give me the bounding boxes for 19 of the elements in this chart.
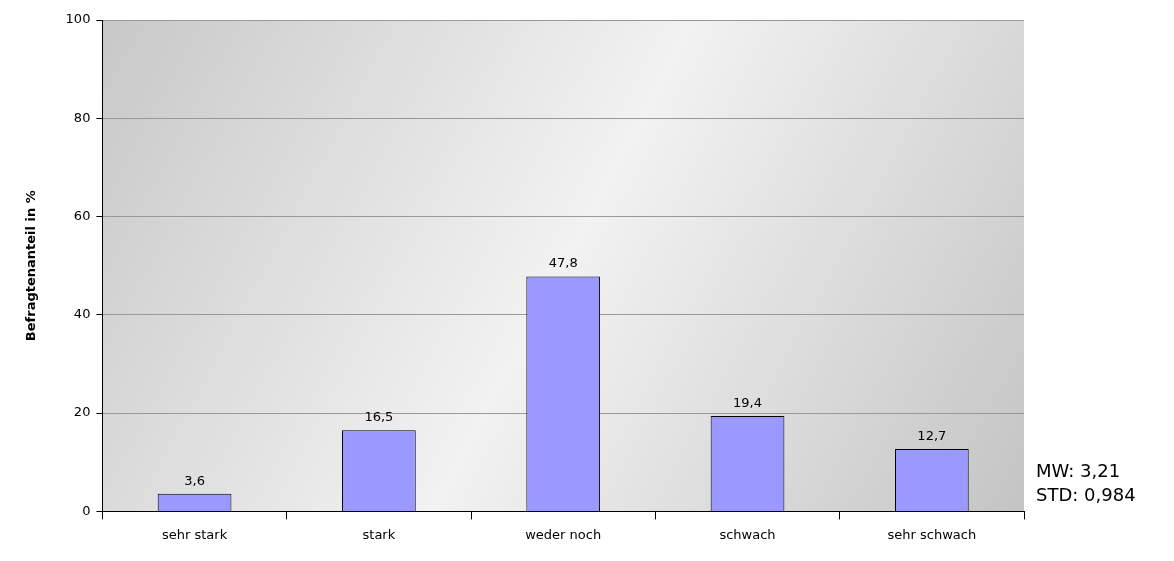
data-label: 3,6 [184,472,205,488]
data-label: 47,8 [548,255,578,271]
y-tick-label: 60 [73,207,91,223]
data-label: 19,4 [733,394,762,410]
x-tick-label: weder noch [525,526,602,542]
x-tick-label: schwach [719,526,776,542]
data-label: 16,5 [364,409,394,425]
y-tick-label: 0 [82,502,91,518]
y-axis-title: Befragtenanteil in % [23,190,39,342]
y-tick-label: 80 [73,109,91,125]
x-tick-label: stark [362,526,396,542]
y-tick-label: 100 [65,11,91,27]
y-tick-label: 20 [73,404,91,420]
x-tick-label: sehr stark [161,526,228,542]
text: STD: 0,984 [1036,484,1136,506]
x-tick-label: sehr schwach [887,526,977,542]
y-tick-label: 40 [73,306,91,322]
data-label: 12,7 [917,427,947,443]
text: MW: 3,21 [1036,460,1121,482]
